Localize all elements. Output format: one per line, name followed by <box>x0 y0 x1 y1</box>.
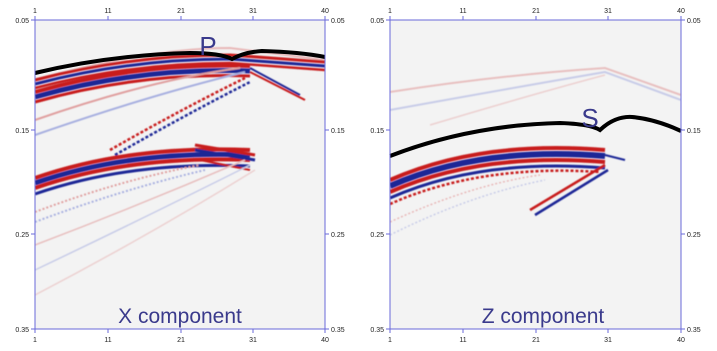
y-tick-right: 0.05 <box>687 18 701 25</box>
tick-marks <box>386 16 685 333</box>
x-tick-bottom: 40 <box>321 337 329 344</box>
p-pick-line <box>34 48 326 75</box>
x-tick-top: 31 <box>249 8 257 15</box>
x-tick-bottom: 21 <box>177 337 185 344</box>
x-tick-top: 40 <box>677 8 685 15</box>
x-tick-bottom: 11 <box>459 337 466 344</box>
wavefield-z <box>390 66 681 236</box>
x-tick-top: 1 <box>388 8 392 15</box>
x-tick-bottom: 1 <box>388 337 392 344</box>
y-tick-right: 0.25 <box>331 232 345 239</box>
y-tick-left: 0.35 <box>370 327 384 334</box>
s-pick-line <box>389 114 682 158</box>
y-tick-left: 0.25 <box>15 232 29 239</box>
y-tick-left: 0.15 <box>370 128 384 135</box>
y-tick-left: 0.25 <box>370 232 384 239</box>
frame <box>34 19 326 330</box>
y-tick-left: 0.05 <box>15 18 29 25</box>
y-tick-left: 0.05 <box>370 18 384 25</box>
x-tick-bottom: 1 <box>33 337 37 344</box>
y-tick-right: 0.35 <box>687 327 701 334</box>
x-tick-bottom: 11 <box>104 337 111 344</box>
y-tick-right: 0.15 <box>331 128 345 135</box>
s-wave-marker: S <box>581 103 598 133</box>
y-tick-right: 0.35 <box>331 327 345 334</box>
x-tick-top: 1 <box>33 8 37 15</box>
y-tick-left: 0.15 <box>15 128 29 135</box>
x-tick-bottom: 21 <box>532 337 540 344</box>
x-tick-top: 21 <box>177 8 185 15</box>
panel-caption: X component <box>118 305 242 328</box>
panel-z-component: 1 11 21 31 40 1 11 21 31 40 0.05 0.15 0.… <box>370 8 700 344</box>
y-tick-right: 0.05 <box>331 18 345 25</box>
x-tick-top: 11 <box>104 8 111 15</box>
y-tick-right: 0.25 <box>687 232 701 239</box>
wavefield-x <box>35 46 325 296</box>
panel-caption: Z component <box>482 305 605 328</box>
y-tick-right: 0.15 <box>687 128 701 135</box>
x-tick-bottom: 40 <box>677 337 685 344</box>
p-wave-marker: P <box>199 31 216 61</box>
x-tick-top: 11 <box>459 8 466 15</box>
x-tick-top: 21 <box>532 8 540 15</box>
panel-x-component: 1 11 21 31 40 1 11 21 31 40 0.05 0.15 0.… <box>15 8 344 344</box>
x-tick-bottom: 31 <box>249 337 257 344</box>
x-tick-top: 31 <box>604 8 612 15</box>
y-tick-left: 0.35 <box>15 327 29 334</box>
x-tick-top: 40 <box>321 8 329 15</box>
x-tick-bottom: 31 <box>604 337 612 344</box>
tick-marks <box>31 16 329 333</box>
